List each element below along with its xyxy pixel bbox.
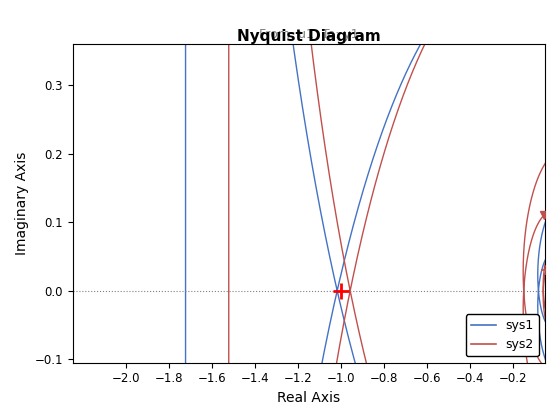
X-axis label: Real Axis: Real Axis — [277, 391, 340, 405]
sys1 — [552, 288, 559, 293]
sys2 — [552, 288, 559, 293]
sys1 — [552, 288, 559, 293]
Line: sys2: sys2 — [228, 0, 560, 420]
Y-axis label: Imaginary Axis: Imaginary Axis — [15, 152, 29, 255]
sys2 — [553, 287, 559, 292]
sys2 — [559, 304, 560, 309]
sys2 — [552, 288, 559, 293]
Title: Nyquist Diagram: Nyquist Diagram — [237, 29, 381, 44]
Line: sys1: sys1 — [185, 0, 560, 420]
Legend: sys1, sys2: sys1, sys2 — [465, 314, 539, 357]
sys1 — [553, 288, 559, 293]
sys1 — [552, 288, 559, 293]
sys1 — [535, 322, 542, 327]
sys2 — [552, 288, 559, 293]
sys1 — [552, 287, 559, 292]
Text: From: u1  To: y1: From: u1 To: y1 — [259, 28, 359, 41]
sys2 — [552, 286, 559, 291]
